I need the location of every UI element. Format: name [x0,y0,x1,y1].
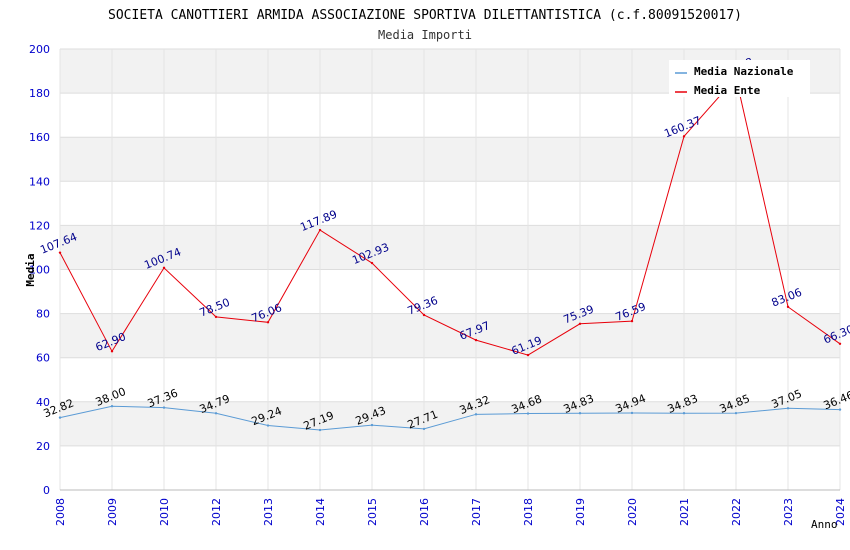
data-point [682,135,686,138]
data-point [422,313,426,317]
y-tick-label: 0 [43,484,50,497]
data-point [370,261,374,265]
x-tick-label: 2017 [470,498,483,526]
legend: Media Nazionale Media Ente [669,60,810,97]
data-point [786,305,790,309]
data-point [578,411,582,415]
data-point [266,321,270,324]
x-tick-label: 2022 [730,498,743,526]
y-tick-label: 180 [29,87,50,100]
data-point [214,315,218,319]
x-tick-label: 2018 [522,498,535,526]
y-tick-label: 160 [29,131,50,144]
x-tick-label: 2020 [626,498,639,526]
x-tick-label: 2024 [834,498,847,526]
grid-band [60,445,840,490]
data-point [682,411,686,415]
data-point [474,338,478,342]
legend-label-media-nazionale: Media Nazionale [694,65,794,78]
data-point [786,407,790,410]
y-axis-label: Media [24,253,37,286]
x-tick-label: 2008 [54,498,67,526]
y-tick-label: 40 [36,396,50,409]
data-point [838,342,842,346]
x-tick-label: 2015 [366,498,379,526]
data-point [162,406,166,409]
y-tick-label: 140 [29,175,50,188]
grid-band [60,401,840,446]
data-point [526,412,530,415]
data-point [58,416,62,419]
x-tick-label: 2012 [210,498,223,526]
grid-band [60,225,840,270]
data-point [422,427,426,431]
y-tick-labels: 0 20 40 60 80 100 120 140 160 180 200 [29,43,50,497]
y-tick-label: 120 [29,219,50,232]
data-point [110,350,114,353]
data-point [110,405,114,408]
legend-label-media-ente: Media Ente [694,84,761,97]
chart-subtitle: Media Importi [378,28,472,42]
x-tick-labels: 2008 2009 2010 2012 2013 2014 2015 2016 2017 2018… [54,498,847,526]
grid-band [60,137,840,182]
data-point [266,424,270,427]
y-tick-label: 80 [36,308,50,321]
x-tick-label: 2014 [314,498,327,526]
data-point [58,251,62,254]
x-tick-label: 2010 [158,498,171,526]
data-point [578,322,582,325]
grid-band [60,313,840,358]
x-tick-label: 2009 [106,498,119,526]
legend-box [669,60,810,97]
y-tick-label: 20 [36,440,50,453]
data-point [474,413,478,416]
data-point [838,408,842,411]
x-tick-label: 2021 [678,498,691,526]
x-axis-label: Anno [811,518,838,531]
data-point [318,228,322,232]
x-tick-label: 2023 [782,498,795,526]
data-point [734,411,738,415]
y-tick-label: 60 [36,352,50,365]
y-tick-label: 100 [29,264,50,277]
series-lines [58,76,842,432]
x-tick-label: 2019 [574,498,587,526]
chart-title: SOCIETA CANOTTIERI ARMIDA ASSOCIAZIONE S… [108,8,742,23]
y-tick-label: 200 [29,43,50,56]
data-point [630,411,634,415]
x-tick-label: 2016 [418,498,431,526]
data-point [370,423,374,427]
data-point [630,319,634,323]
grid-band [60,181,840,226]
data-point [214,412,218,415]
data-point [318,428,322,432]
grid-band [60,269,840,314]
data-point [526,353,530,357]
grid-band [60,357,840,402]
series-line-media-ente [59,76,841,356]
x-tick-label: 2013 [262,498,275,526]
data-point [162,266,166,270]
grid-bands [60,49,840,490]
grid-band [60,93,840,138]
series-line-media-nazionale [59,405,841,431]
